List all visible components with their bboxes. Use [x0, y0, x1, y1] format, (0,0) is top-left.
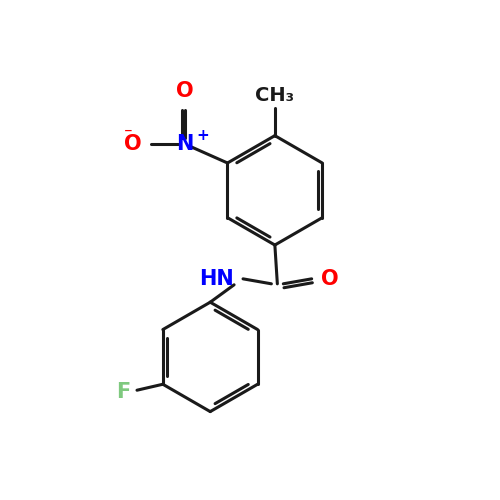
- Text: F: F: [116, 382, 130, 402]
- Text: O: O: [176, 82, 194, 102]
- Text: ⁻: ⁻: [124, 125, 133, 143]
- Text: O: O: [124, 134, 142, 154]
- Text: HN: HN: [200, 269, 234, 289]
- Text: +: +: [196, 128, 209, 142]
- Text: N: N: [176, 134, 194, 154]
- Text: CH₃: CH₃: [256, 86, 294, 105]
- Text: O: O: [320, 269, 338, 289]
